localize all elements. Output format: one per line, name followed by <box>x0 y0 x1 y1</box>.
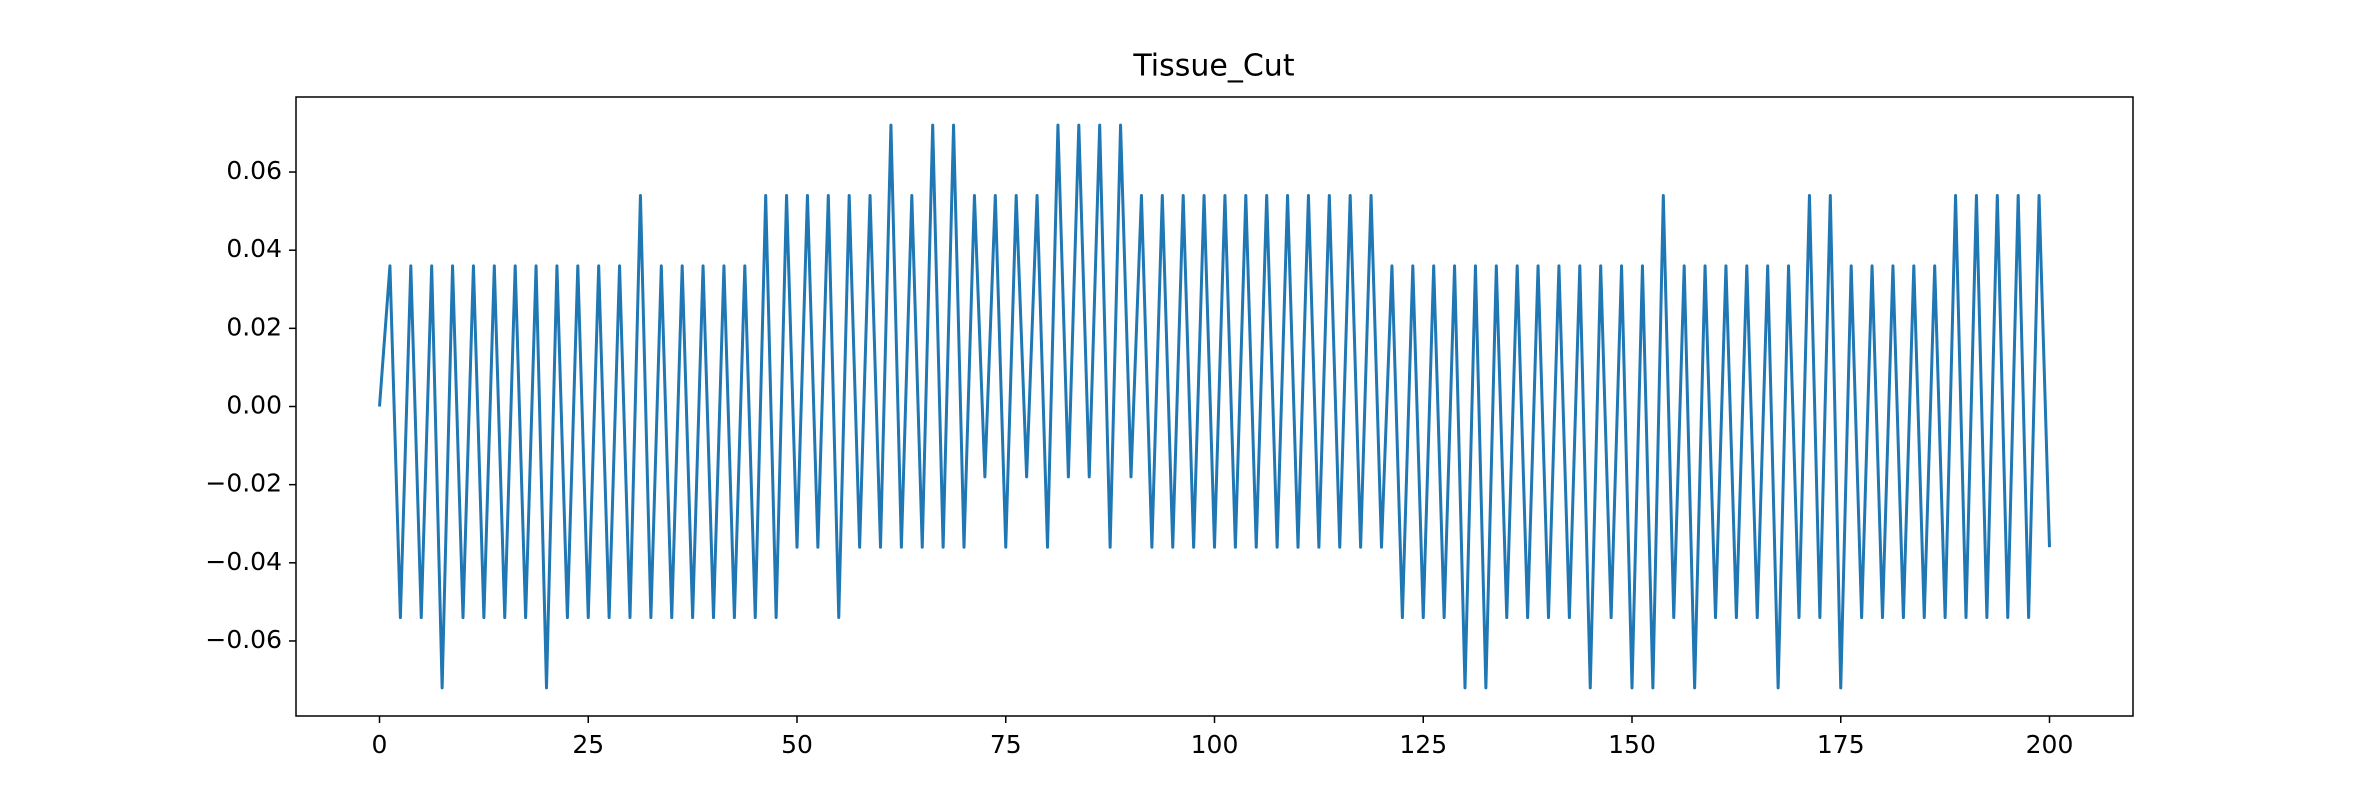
y-tick-label: 0.00 <box>226 391 282 420</box>
y-tick-label: 0.06 <box>226 156 282 185</box>
x-tick-label: 200 <box>2026 730 2074 759</box>
x-tick-label: 75 <box>990 730 1022 759</box>
x-tick-label: 175 <box>1817 730 1865 759</box>
y-tick-label: −0.06 <box>205 625 282 654</box>
x-tick-label: 25 <box>572 730 604 759</box>
y-tick-label: 0.02 <box>226 312 282 341</box>
plot-frame <box>295 96 2134 717</box>
x-tick-label: 150 <box>1608 730 1656 759</box>
x-tick-label: 0 <box>372 730 388 759</box>
chart-title: Tissue_Cut <box>1132 49 1294 84</box>
y-tick-label: 0.04 <box>226 234 282 263</box>
x-tick-label: 50 <box>781 730 813 759</box>
x-tick-label: 125 <box>1399 730 1447 759</box>
y-tick-label: −0.04 <box>205 547 282 576</box>
y-tick-label: −0.02 <box>205 469 282 498</box>
data-line <box>378 123 2051 690</box>
x-tick-label: 100 <box>1191 730 1239 759</box>
